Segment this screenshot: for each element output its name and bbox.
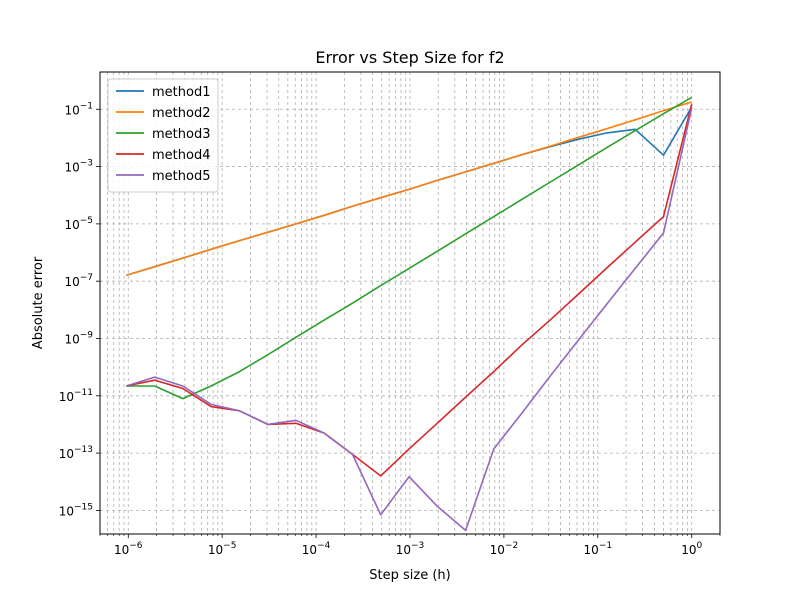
series-line-method4 [126,104,693,477]
y-tick-label: 10−9 [64,330,93,346]
y-tick-label: 10−15 [59,502,93,518]
series-line-method3 [126,96,693,400]
x-tick-label: 10−4 [302,541,331,557]
y-tick-label: 10−7 [64,273,93,289]
x-tick-label: 10−5 [208,541,237,557]
x-axis-label: Step size (h) [369,568,450,583]
legend-box [107,78,219,193]
x-tick-label: 10−1 [584,541,613,557]
plot-lines [126,96,693,532]
x-tick-label: 10−2 [490,541,519,557]
legend-label-method1: method1 [152,85,210,100]
legend-label-method2: method2 [152,106,210,121]
legend-label-method4: method4 [152,148,210,163]
series-line-method5 [126,107,693,532]
legend-label-method5: method5 [152,169,210,184]
x-tick-label: 100 [681,541,702,557]
y-tick-label: 10−11 [59,388,93,404]
x-tick-label: 10−3 [396,541,425,557]
y-tick-label: 10−3 [64,159,93,175]
legend-label-method3: method3 [152,127,210,142]
series-line-method2 [126,101,692,277]
y-tick-label: 10−5 [64,216,93,232]
y-tick-label: 10−1 [64,101,93,117]
x-tick-label: 10−6 [114,541,143,557]
x-axis: 10−6 10−5 10−4 10−3 10−2 10−1 100 [99,534,721,557]
chart-title: Error vs Step Size for f2 [315,48,504,67]
legend: method1 method2 method3 method4 method5 [107,78,219,193]
y-tick-label: 10−13 [59,445,93,461]
y-axis: 10−15 10−13 10−11 10−9 10−7 10−5 10−3 10−1 [59,101,100,518]
y-axis-label: Absolute error [31,256,46,349]
